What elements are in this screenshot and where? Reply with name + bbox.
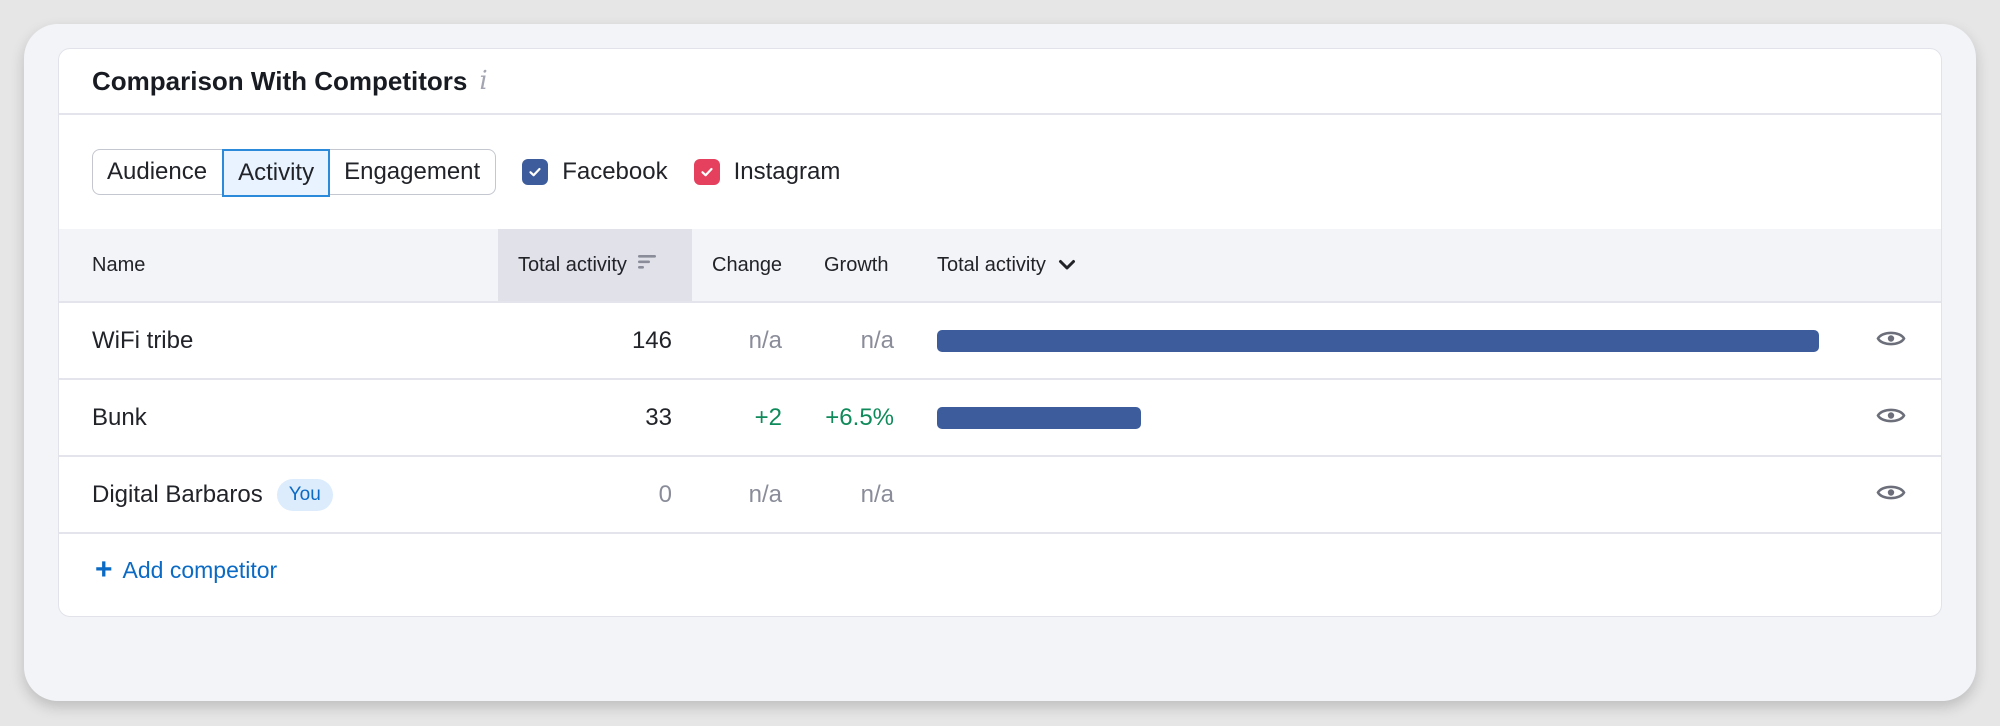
column-header-total-activity[interactable]: Total activity [498,229,692,301]
facebook-label: Facebook [562,158,668,185]
column-header-bar-metric-dropdown[interactable]: Total activity [914,229,1076,301]
activity-bar-track [914,329,1834,352]
eye-icon[interactable] [1876,404,1906,431]
eye-icon[interactable] [1876,327,1906,354]
tab-audience[interactable]: Audience [107,158,208,185]
column-header-name: Name [92,253,146,276]
activity-bar [937,329,1819,352]
change-value: n/a [748,480,782,508]
eye-icon[interactable] [1876,481,1906,508]
info-icon[interactable]: i [479,66,488,96]
bar-metric-label: Total activity [937,253,1046,276]
checkbox-checked-icon [693,159,720,185]
table-row: WiFi tribe 146 n/a n/a [59,303,1941,380]
chevron-down-icon [1058,254,1076,277]
you-badge: You [276,478,333,511]
widget-header: Comparison With Competitors i [59,49,1941,115]
tab-activity[interactable]: Activity [222,149,331,197]
plus-icon: + [95,553,113,586]
comparison-widget: Comparison With Competitors i Audience A… [58,48,1942,617]
growth-value: n/a [860,480,894,508]
column-header-change[interactable]: Change [712,253,783,276]
sort-descending-icon [637,253,657,277]
change-value: n/a [748,326,782,354]
tab-engagement[interactable]: Engagement [344,158,481,185]
competitor-name-text: WiFi tribe [92,326,194,354]
total-activity-value: 146 [631,326,672,354]
add-competitor-label: Add competitor [122,556,278,583]
facebook-checkbox[interactable]: Facebook [522,158,668,186]
filter-bar: Audience Activity Engagement Facebook In… [59,115,1941,229]
metric-tabs: Audience Activity Engagement [92,149,497,197]
table-row: Digital Barbaros You 0 n/a n/a [59,457,1941,534]
table-header: Name Total activity Change Growth Total … [59,229,1941,303]
growth-value: +6.5% [825,403,894,431]
checkbox-checked-icon [522,159,549,185]
add-competitor-button[interactable]: + Add competitor [59,534,1941,606]
competitor-name: Bunk [59,404,498,432]
table-row: Bunk 33 +2 +6.5% [59,380,1941,457]
activity-bar-track [914,484,1834,506]
change-value: +2 [754,403,782,431]
competitor-name: WiFi tribe [59,327,498,355]
competitor-name-text: Bunk [92,403,147,431]
competitor-name-text: Digital Barbaros [92,480,263,508]
page-background-panel: Comparison With Competitors i Audience A… [24,24,1976,701]
instagram-label: Instagram [733,158,841,185]
column-header-growth[interactable]: Growth [824,253,889,276]
activity-bar-track [914,406,1834,429]
growth-value: n/a [860,326,894,354]
instagram-checkbox[interactable]: Instagram [693,158,841,186]
total-activity-value: 33 [645,403,672,431]
competitor-name: Digital Barbaros You [59,478,498,511]
column-header-total-activity-label: Total activity [518,253,627,276]
total-activity-value: 0 [658,480,672,508]
widget-title: Comparison With Competitors [92,65,468,96]
activity-bar [937,406,1141,429]
